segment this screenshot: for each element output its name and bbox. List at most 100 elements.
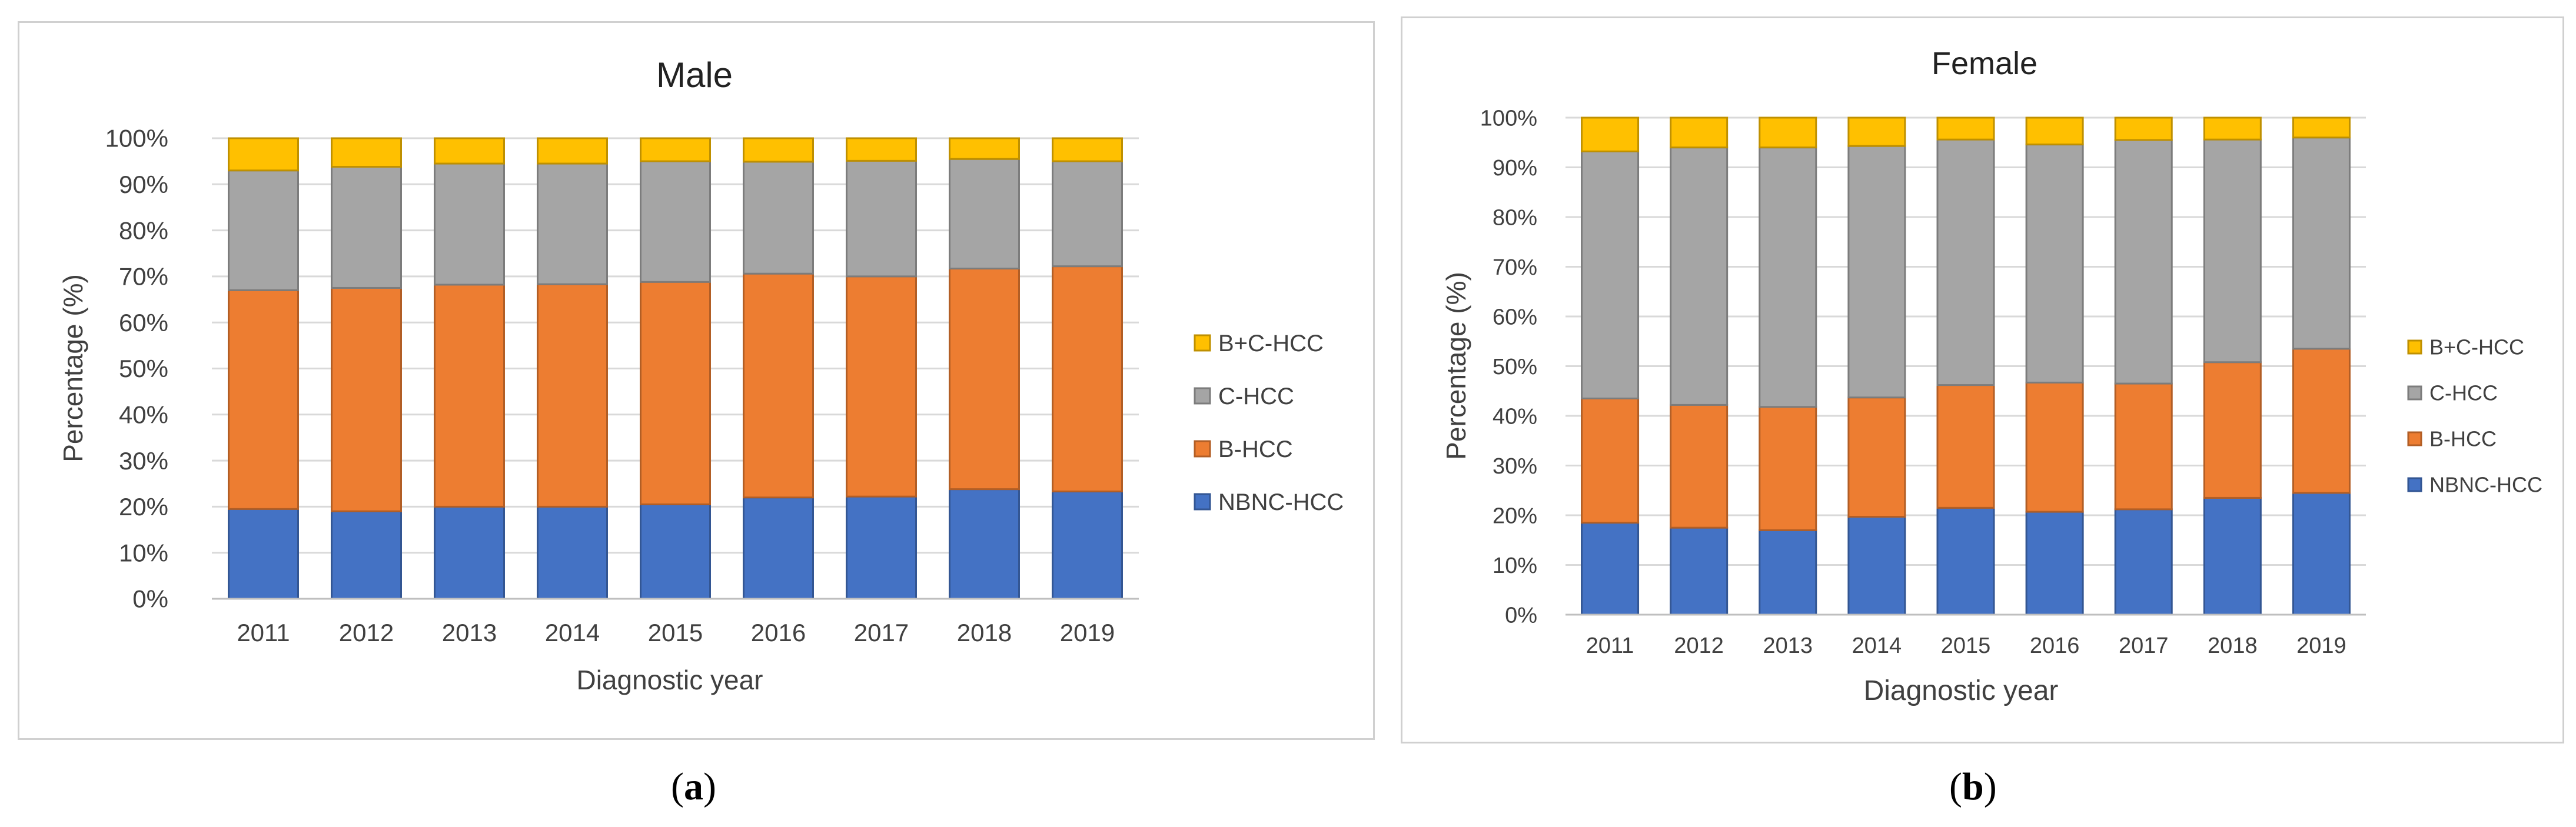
- male-bar-nbnc-hcc-2017: [846, 495, 917, 600]
- female-bar-c-hcc-2019: [2292, 136, 2351, 350]
- female-bar-b-hcc-2014: [1847, 396, 1906, 518]
- female-legend-label-b-hcc: B-HCC: [2429, 427, 2497, 451]
- female-x-tick-label: 2017: [2119, 633, 2169, 658]
- female-bar-b-c-hcc-2011: [1581, 116, 1640, 152]
- female-bar-c-hcc-2015: [1936, 138, 1995, 386]
- male-legend-swatch-nbnc-hcc: [1194, 493, 1211, 511]
- male-bar-b-c-hcc-2012: [331, 137, 402, 168]
- male-y-tick-label: 90%: [119, 171, 168, 198]
- male-x-tick-label: 2019: [1060, 619, 1115, 646]
- male-y-tick-label: 60%: [119, 309, 168, 336]
- female-bar-c-hcc-2011: [1581, 150, 1640, 399]
- male-bar-b-c-hcc-2016: [743, 137, 814, 163]
- male-y-axis-label: Percentage (%): [58, 274, 88, 462]
- female-bar-nbnc-hcc-2014: [1847, 516, 1906, 616]
- female-y-tick-label: 30%: [1493, 454, 1537, 479]
- female-bar-nbnc-hcc-2017: [2114, 508, 2173, 616]
- female-y-tick-label: 70%: [1493, 255, 1537, 280]
- female-x-tick-label: 2014: [1852, 633, 1902, 658]
- male-legend-swatch-b-c-hcc: [1194, 334, 1211, 352]
- female-bar-b-c-hcc-2018: [2203, 116, 2262, 141]
- female-x-tick-label: 2018: [2208, 633, 2258, 658]
- female-bar-b-hcc-2013: [1759, 406, 1817, 531]
- female-x-tick-label: 2019: [2296, 633, 2346, 658]
- female-x-tick-label: 2015: [1941, 633, 1991, 658]
- male-y-tick-label: 80%: [119, 216, 168, 244]
- female-y-tick-label: 40%: [1493, 404, 1537, 429]
- female-y-tick-label: 20%: [1493, 503, 1537, 528]
- female-legend-label-b-c-hcc: B+C-HCC: [2429, 335, 2524, 359]
- male-bar-b-c-hcc-2019: [1052, 137, 1123, 162]
- male-legend-label-b-c-hcc: B+C-HCC: [1218, 331, 1324, 356]
- male-bar-b-hcc-2011: [228, 289, 299, 510]
- male-legend-swatch-c-hcc: [1194, 387, 1211, 405]
- male-x-tick-label: 2018: [957, 619, 1012, 646]
- female-x-tick-label: 2016: [2030, 633, 2080, 658]
- female-y-tick-label: 80%: [1493, 205, 1537, 230]
- male-x-tick-label: 2015: [648, 619, 703, 646]
- caption-a-letter: a: [683, 765, 703, 808]
- female-x-tick-label: 2012: [1674, 633, 1724, 658]
- caption-b: (b): [1949, 765, 1997, 808]
- female-bar-c-hcc-2017: [2114, 139, 2173, 385]
- female-bar-c-hcc-2014: [1847, 145, 1906, 399]
- female-legend-label-nbnc-hcc: NBNC-HCC: [2429, 473, 2542, 497]
- male-x-tick-label: 2011: [237, 619, 290, 646]
- female-bar-b-c-hcc-2015: [1936, 116, 1995, 141]
- caption-a: (a): [671, 765, 716, 808]
- female-bar-b-c-hcc-2016: [2025, 116, 2084, 146]
- male-legend-label-nbnc-hcc: NBNC-HCC: [1218, 489, 1344, 515]
- male-bar-nbnc-hcc-2012: [331, 510, 402, 600]
- male-bar-b-c-hcc-2013: [434, 137, 505, 165]
- female-bar-nbnc-hcc-2012: [1670, 526, 1729, 616]
- male-x-tick-label: 2012: [339, 619, 394, 646]
- female-bar-b-hcc-2012: [1670, 404, 1729, 529]
- female-bar-b-c-hcc-2014: [1847, 116, 1906, 147]
- female-bar-nbnc-hcc-2016: [2025, 511, 2084, 616]
- female-bar-b-hcc-2019: [2292, 348, 2351, 494]
- male-bar-b-hcc-2019: [1052, 265, 1123, 493]
- male-legend-label-b-hcc: B-HCC: [1218, 436, 1293, 462]
- male-x-tick-label: 2016: [751, 619, 806, 646]
- female-x-tick-label: 2013: [1763, 633, 1813, 658]
- male-legend-label-c-hcc: C-HCC: [1218, 384, 1294, 409]
- female-bar-b-c-hcc-2019: [2292, 116, 2351, 139]
- female-y-tick-label: 0%: [1505, 603, 1537, 628]
- female-bar-nbnc-hcc-2018: [2203, 496, 2262, 616]
- female-bar-b-hcc-2015: [1936, 384, 1995, 509]
- caption-b-letter: b: [1962, 765, 1984, 808]
- male-bar-nbnc-hcc-2014: [537, 505, 608, 600]
- male-bar-b-c-hcc-2017: [846, 137, 917, 162]
- female-y-tick-label: 50%: [1493, 355, 1537, 379]
- male-bar-b-hcc-2014: [537, 283, 608, 508]
- male-x-tick-label: 2014: [545, 619, 600, 646]
- female-bar-c-hcc-2018: [2203, 138, 2262, 364]
- male-bar-b-c-hcc-2015: [640, 137, 711, 162]
- male-x-tick-label: 2013: [442, 619, 497, 646]
- male-legend-swatch-b-hcc: [1194, 440, 1211, 458]
- female-x-tick-label: 2011: [1586, 633, 1634, 658]
- male-bar-b-hcc-2016: [743, 272, 814, 499]
- female-bar-c-hcc-2012: [1670, 146, 1729, 406]
- male-y-tick-label: 100%: [105, 125, 168, 152]
- male-y-tick-label: 0%: [132, 585, 168, 613]
- male-bar-c-hcc-2018: [949, 158, 1020, 270]
- male-bar-c-hcc-2019: [1052, 160, 1123, 268]
- male-y-tick-label: 50%: [119, 355, 168, 382]
- male-bar-b-c-hcc-2011: [228, 137, 299, 172]
- female-legend-swatch-c-hcc: [2407, 385, 2422, 401]
- male-bar-b-c-hcc-2014: [537, 137, 608, 165]
- female-legend-swatch-b-hcc: [2407, 431, 2422, 446]
- female-y-tick-label: 90%: [1493, 156, 1537, 181]
- female-bar-b-hcc-2017: [2114, 382, 2173, 511]
- female-legend-swatch-b-c-hcc: [2407, 339, 2422, 355]
- female-bar-b-c-hcc-2012: [1670, 116, 1729, 149]
- female-bar-b-c-hcc-2017: [2114, 116, 2173, 141]
- male-bar-nbnc-hcc-2018: [949, 488, 1020, 600]
- female-bar-c-hcc-2013: [1759, 146, 1817, 408]
- male-y-tick-label: 10%: [119, 539, 168, 566]
- female-bar-b-c-hcc-2013: [1759, 116, 1817, 149]
- female-bar-b-hcc-2018: [2203, 361, 2262, 499]
- male-x-tick-label: 2017: [854, 619, 909, 646]
